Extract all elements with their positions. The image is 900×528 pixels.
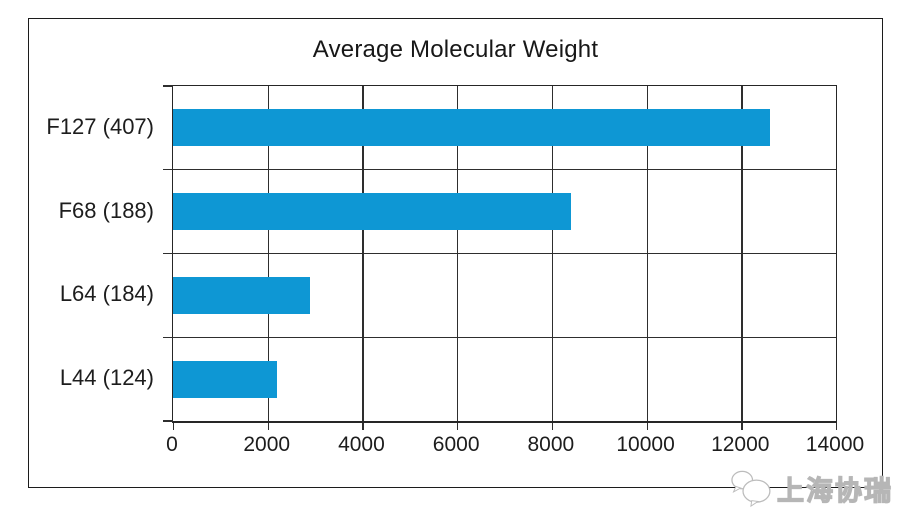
- x-axis-tick-label: 6000: [432, 433, 480, 456]
- x-axis-tick-label: 8000: [527, 433, 575, 456]
- x-axis-tick-label: 0: [166, 433, 178, 456]
- x-axis-tick-label: 14000: [805, 433, 865, 456]
- watermark: 上海协瑞: [728, 462, 893, 514]
- category-label: L64 (184): [59, 281, 154, 307]
- x-axis-tick: [362, 423, 364, 430]
- x-axis-tick-label: 12000: [711, 433, 770, 456]
- bar-l44: [173, 360, 278, 398]
- chart-title: Average Molecular Weight: [312, 36, 599, 63]
- bar-l64: [173, 276, 311, 314]
- bar-f127: [173, 109, 770, 147]
- category-label: L44 (124): [59, 365, 154, 391]
- x-axis-tick-label: 2000: [243, 433, 291, 456]
- plot-area: [163, 85, 838, 430]
- watermark-text: 上海协瑞: [776, 475, 893, 506]
- y-axis-tick: [163, 420, 173, 422]
- horizontal-gridline: [163, 336, 836, 338]
- x-axis-tick: [267, 423, 269, 430]
- horizontal-gridline: [163, 169, 836, 171]
- y-axis-tick: [163, 85, 173, 87]
- x-axis-tick: [551, 423, 554, 430]
- chat-bubbles-icon: [731, 470, 771, 508]
- category-label: F127 (407): [46, 113, 154, 139]
- x-axis-tick: [457, 423, 459, 430]
- x-axis-tick: [836, 423, 838, 430]
- category-label: F68 (188): [58, 197, 154, 223]
- x-axis-tick: [173, 423, 175, 430]
- x-axis-tick-label: 10000: [616, 433, 675, 456]
- x-axis-tick: [741, 423, 743, 430]
- bar-f68: [173, 193, 571, 231]
- horizontal-gridline: [163, 252, 836, 255]
- x-axis-tick: [646, 423, 648, 430]
- x-axis-tick-label: 4000: [338, 433, 385, 456]
